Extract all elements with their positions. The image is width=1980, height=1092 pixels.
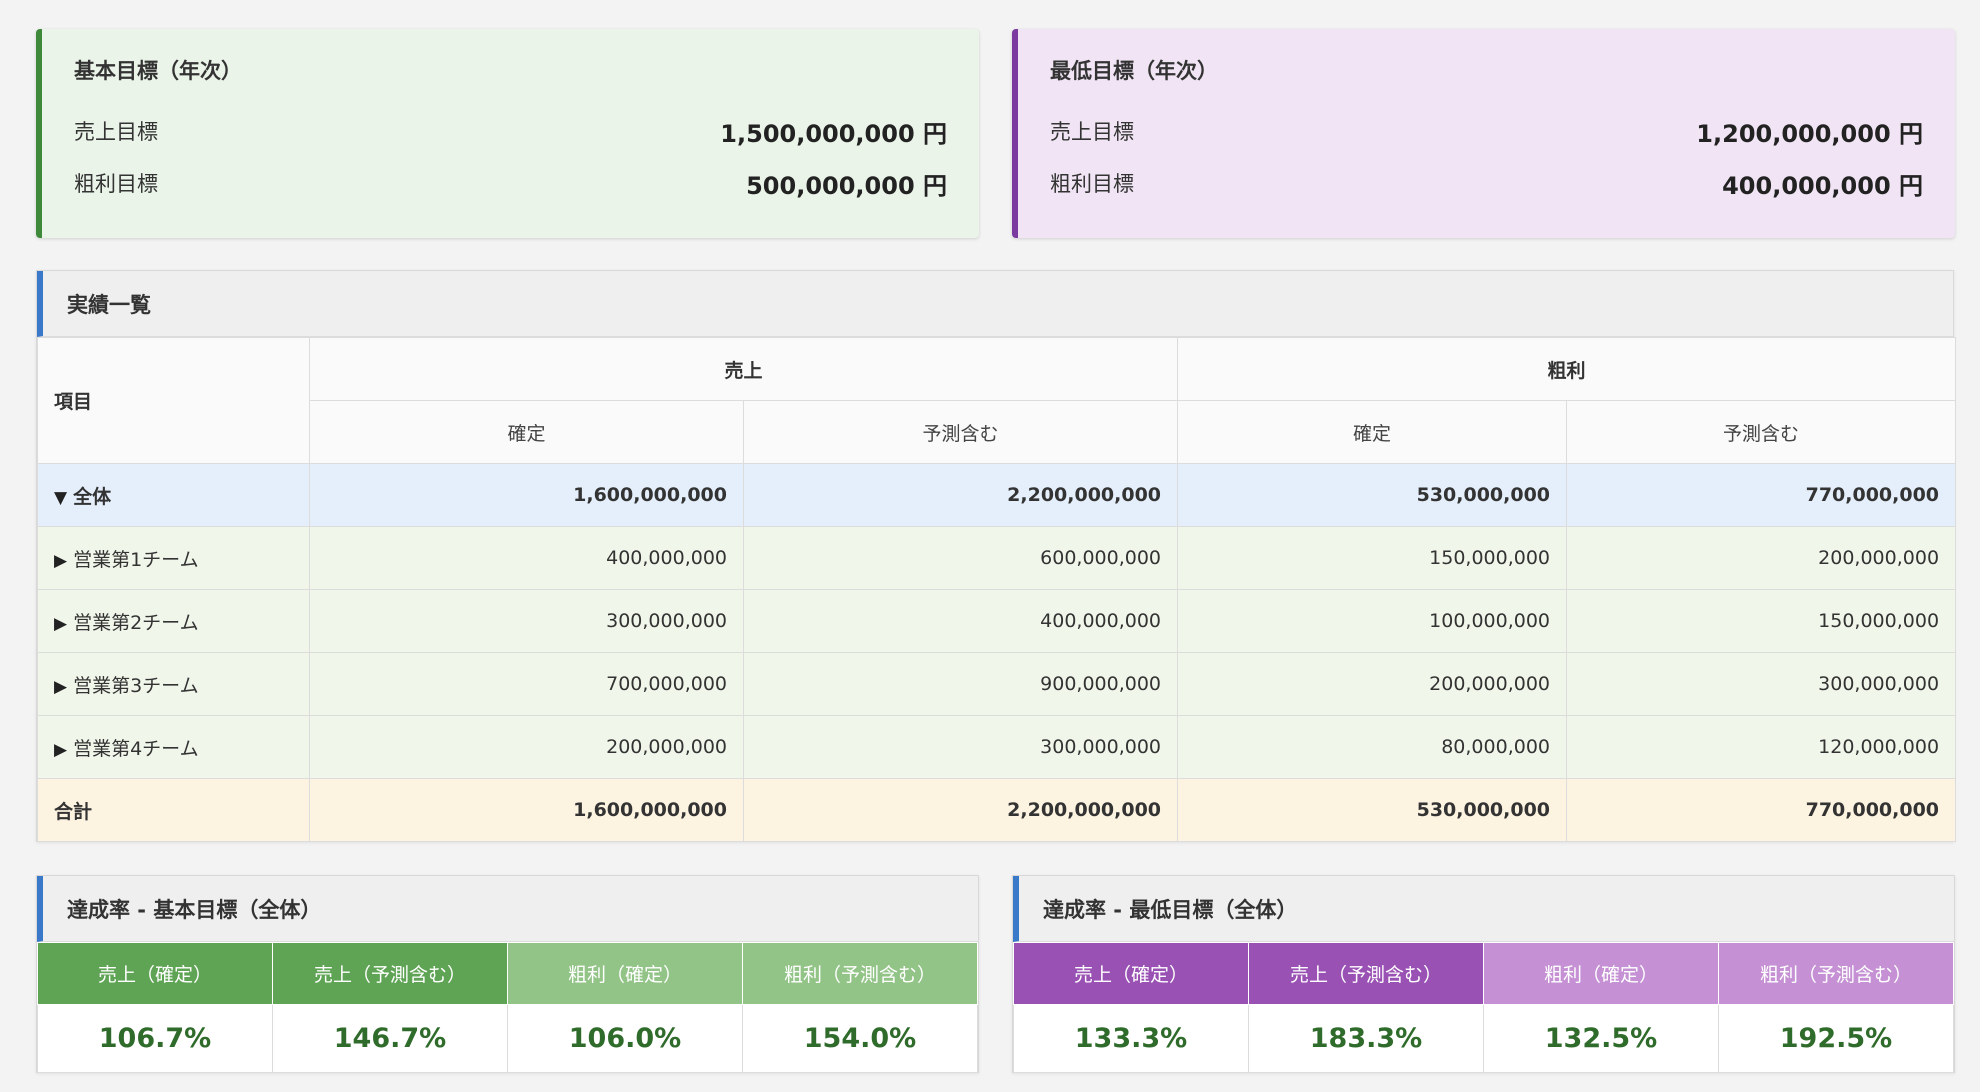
table-row[interactable]: ▶ 営業第4チーム 200,000,000 300,000,000 80,000,…	[37, 715, 1957, 779]
rate-header: 粗利（予測含む）	[1718, 942, 1954, 1005]
sales-confirmed-cell: 700,000,000	[309, 652, 744, 716]
profit-confirmed-cell: 150,000,000	[1177, 526, 1568, 590]
minimum-sales-target-label: 売上目標	[1050, 120, 1134, 144]
profit-confirmed-cell: 530,000,000	[1177, 463, 1568, 527]
sales-confirmed-cell: 400,000,000	[309, 526, 744, 590]
rate-header: 売上（確定）	[1013, 942, 1249, 1005]
profit-forecast-cell: 300,000,000	[1566, 652, 1957, 716]
profit-group-header: 粗利	[1177, 337, 1957, 401]
total-label: 合計	[37, 778, 310, 842]
results-table: 項目 売上 粗利 確定 予測含む 確定 予測含む ▼ 全体 1,600,000,0…	[37, 337, 1957, 842]
results-panel: 実績一覧 項目 売上 粗利 確定 予測含む 確定 予測含む ▼ 全体 1,600,…	[36, 270, 1957, 842]
rate-header: 粗利（予測含む）	[742, 942, 978, 1005]
basic-target-title: 基本目標（年次）	[74, 59, 242, 83]
basic-profit-target-label: 粗利目標	[74, 172, 158, 196]
row-label[interactable]: ▼ 全体	[37, 463, 310, 527]
rate-header: 粗利（確定）	[507, 942, 743, 1005]
item-header: 項目	[37, 337, 310, 464]
profit-confirmed-cell: 80,000,000	[1177, 715, 1568, 779]
sales-forecast-cell: 2,200,000,000	[742, 463, 1179, 527]
table-row[interactable]: ▶ 営業第2チーム 300,000,000 400,000,000 100,000…	[37, 589, 1957, 653]
basic-sales-target-value: 1,500,000,000 円	[720, 119, 947, 148]
rate-basic-table: 売上（確定） 売上（予測含む） 粗利（確定） 粗利（予測含む） 106.7% 1…	[37, 942, 978, 1073]
table-row[interactable]: ▶ 営業第1チーム 400,000,000 600,000,000 150,000…	[37, 526, 1957, 590]
minimum-target-card: 最低目標（年次） 売上目標 1,200,000,000 円 粗利目標 400,0…	[1012, 29, 1955, 238]
basic-sales-target-label: 売上目標	[74, 120, 158, 144]
profit-forecast-cell: 200,000,000	[1566, 526, 1957, 590]
sales-confirmed-cell: 1,600,000,000	[309, 463, 744, 527]
rate-basic-panel: 達成率 - 基本目標（全体） 売上（確定） 売上（予測含む） 粗利（確定） 粗利…	[36, 875, 979, 1073]
rate-basic-title: 達成率 - 基本目標（全体）	[37, 876, 978, 942]
profit-forecast-cell: 150,000,000	[1566, 589, 1957, 653]
rate-minimum-table: 売上（確定） 売上（予測含む） 粗利（確定） 粗利（予測含む） 133.3% 1…	[1013, 942, 1954, 1073]
rate-header: 売上（予測含む）	[272, 942, 508, 1005]
expand-triangle-icon[interactable]: ▶	[54, 550, 68, 571]
row-label-text: 全体	[73, 485, 112, 508]
sales-forecast-cell: 400,000,000	[742, 589, 1179, 653]
expand-triangle-icon[interactable]: ▶	[54, 676, 68, 697]
rate-value: 106.0%	[507, 1004, 743, 1073]
sales-confirmed-header: 確定	[309, 400, 744, 464]
rate-header: 売上（予測含む）	[1248, 942, 1484, 1005]
profit-confirmed-cell: 100,000,000	[1177, 589, 1568, 653]
rate-minimum-title: 達成率 - 最低目標（全体）	[1013, 876, 1954, 942]
row-label-text: 営業第4チーム	[73, 737, 199, 760]
minimum-sales-target-value: 1,200,000,000 円	[1696, 119, 1923, 148]
profit-forecast-cell: 770,000,000	[1566, 778, 1957, 842]
rate-header: 粗利（確定）	[1483, 942, 1719, 1005]
row-label[interactable]: ▶ 営業第3チーム	[37, 652, 310, 716]
sales-confirmed-cell: 200,000,000	[309, 715, 744, 779]
sales-confirmed-cell: 300,000,000	[309, 589, 744, 653]
sales-confirmed-cell: 1,600,000,000	[309, 778, 744, 842]
rate-value: 133.3%	[1013, 1004, 1249, 1073]
row-label[interactable]: ▶ 営業第2チーム	[37, 589, 310, 653]
sales-forecast-cell: 2,200,000,000	[742, 778, 1179, 842]
minimum-profit-target-value: 400,000,000 円	[1722, 171, 1923, 200]
table-row[interactable]: ▶ 営業第3チーム 700,000,000 900,000,000 200,000…	[37, 652, 1957, 716]
profit-forecast-header: 予測含む	[1566, 400, 1957, 464]
minimum-profit-target-label: 粗利目標	[1050, 172, 1134, 196]
profit-forecast-cell: 120,000,000	[1566, 715, 1957, 779]
basic-sales-target-row: 売上目標 1,500,000,000 円	[74, 105, 947, 157]
profit-confirmed-cell: 200,000,000	[1177, 652, 1568, 716]
rate-value: 106.7%	[37, 1004, 273, 1073]
row-label[interactable]: ▶ 営業第4チーム	[37, 715, 310, 779]
sales-forecast-cell: 300,000,000	[742, 715, 1179, 779]
expand-triangle-icon[interactable]: ▶	[54, 739, 68, 760]
results-title: 実績一覧	[37, 271, 1953, 337]
table-row-overall[interactable]: ▼ 全体 1,600,000,000 2,200,000,000 530,000,…	[37, 463, 1957, 527]
collapse-triangle-icon[interactable]: ▼	[54, 487, 68, 508]
minimum-sales-target-row: 売上目標 1,200,000,000 円	[1050, 105, 1923, 157]
rate-header: 売上（確定）	[37, 942, 273, 1005]
row-label-text: 営業第3チーム	[73, 674, 199, 697]
basic-profit-target-value: 500,000,000 円	[746, 171, 947, 200]
minimum-profit-target-row: 粗利目標 400,000,000 円	[1050, 157, 1923, 209]
rate-value: 146.7%	[272, 1004, 508, 1073]
sales-group-header: 売上	[308, 337, 1179, 401]
rate-value: 192.5%	[1718, 1004, 1954, 1073]
rate-value: 183.3%	[1248, 1004, 1484, 1073]
minimum-target-title: 最低目標（年次）	[1050, 59, 1218, 83]
profit-forecast-cell: 770,000,000	[1566, 463, 1957, 527]
row-label-text: 営業第1チーム	[73, 548, 199, 571]
row-label[interactable]: ▶ 営業第1チーム	[37, 526, 310, 590]
profit-confirmed-header: 確定	[1177, 400, 1568, 464]
rate-value: 154.0%	[742, 1004, 978, 1073]
basic-profit-target-row: 粗利目標 500,000,000 円	[74, 157, 947, 209]
sales-forecast-header: 予測含む	[742, 400, 1179, 464]
row-label-text: 営業第2チーム	[73, 611, 199, 634]
rate-value: 132.5%	[1483, 1004, 1719, 1073]
profit-confirmed-cell: 530,000,000	[1177, 778, 1568, 842]
basic-target-card: 基本目標（年次） 売上目標 1,500,000,000 円 粗利目標 500,0…	[36, 29, 979, 238]
rate-minimum-panel: 達成率 - 最低目標（全体） 売上（確定） 売上（予測含む） 粗利（確定） 粗利…	[1012, 875, 1955, 1073]
sales-forecast-cell: 600,000,000	[742, 526, 1179, 590]
table-row-total: 合計 1,600,000,000 2,200,000,000 530,000,0…	[37, 778, 1957, 842]
sales-forecast-cell: 900,000,000	[742, 652, 1179, 716]
expand-triangle-icon[interactable]: ▶	[54, 613, 68, 634]
